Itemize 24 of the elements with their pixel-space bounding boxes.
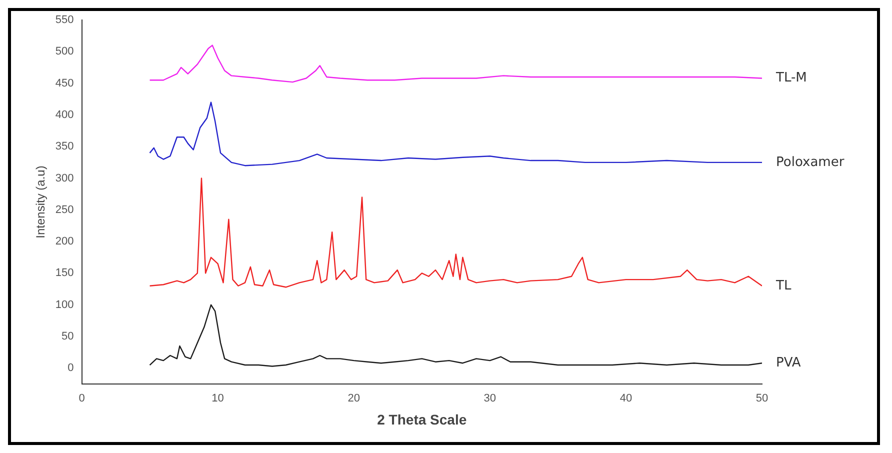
y-tick-label: 150 <box>55 267 74 280</box>
x-axis-title: 2 Theta Scale <box>377 411 467 428</box>
y-axis-title: Intensity (a.u) <box>34 166 48 238</box>
y-tick-label: 500 <box>55 46 74 58</box>
y-tick-label: 250 <box>55 204 74 216</box>
x-tick-label: 50 <box>756 392 768 405</box>
y-tick-label: 300 <box>55 172 74 184</box>
y-tick-label: 400 <box>55 108 74 121</box>
y-tick-label: 550 <box>55 14 74 26</box>
y-tick-label: 450 <box>55 77 74 90</box>
series-label: Poloxamer <box>776 154 845 170</box>
x-tick-label: 30 <box>484 392 496 405</box>
y-tick-label: 200 <box>55 236 74 248</box>
series-label: TL <box>775 278 792 294</box>
x-tick-label: 10 <box>212 392 224 405</box>
y-tick-label: 50 <box>62 330 74 343</box>
x-tick-label: 0 <box>78 392 85 405</box>
x-tick-label: 40 <box>620 392 632 405</box>
y-tick-label: 0 <box>68 362 74 374</box>
y-tick-label: 350 <box>55 140 74 153</box>
series-label: TL-M <box>775 70 807 86</box>
series-label: PVA <box>776 355 801 370</box>
x-tick-label: 20 <box>348 392 360 405</box>
y-tick-label: 100 <box>55 298 74 311</box>
